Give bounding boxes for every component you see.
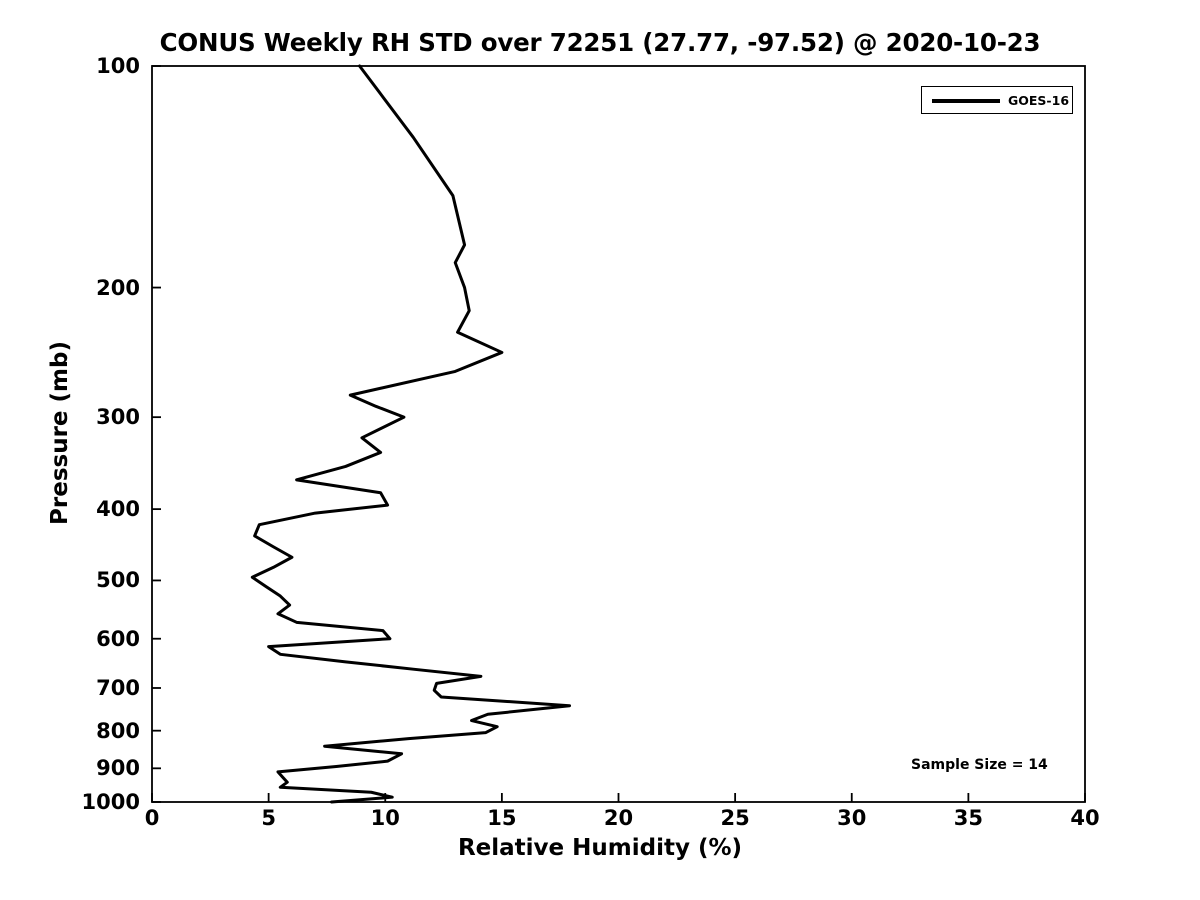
x-tick-label: 10 (370, 806, 400, 830)
y-tick-label: 100 (96, 54, 140, 78)
x-tick-label: 5 (261, 806, 276, 830)
x-tick-label: 35 (953, 806, 983, 830)
y-tick-label: 500 (96, 568, 140, 593)
data-series-group (250, 64, 572, 804)
y-axis-label: Pressure (mb) (47, 341, 73, 525)
x-tick-label: 15 (487, 806, 517, 830)
x-tick-label: 30 (837, 806, 867, 830)
plot-frame (151, 65, 1086, 803)
legend: GOES-16 (921, 86, 1073, 114)
y-tick-label: 200 (96, 275, 140, 300)
y-tick-label: 1000 (81, 790, 140, 814)
data-series-goes-16 (250, 64, 572, 804)
y-tick-label: 400 (96, 497, 140, 522)
x-tick-label: 40 (1070, 806, 1100, 830)
x-axis-label: Relative Humidity (%) (457, 835, 743, 861)
plot-background (152, 66, 1085, 802)
sample-size-annotation: Sample Size = 14 (911, 757, 1048, 773)
y-tick-label: 900 (96, 756, 140, 781)
y-tick-label: 800 (96, 718, 140, 743)
legend-label-goes-16: GOES-16 (1008, 93, 1070, 108)
x-tick-label: 25 (720, 806, 750, 830)
legend-line-swatch (932, 99, 1000, 103)
y-tick-label: 300 (96, 405, 140, 430)
x-tick-label: 0 (144, 806, 160, 830)
page-title: CONUS Weekly RH STD over 72251 (27.77, -… (159, 28, 1041, 57)
y-tick-label: 700 (96, 675, 140, 700)
x-tick-label: 20 (603, 806, 634, 830)
y-tick-label: 600 (96, 626, 140, 651)
